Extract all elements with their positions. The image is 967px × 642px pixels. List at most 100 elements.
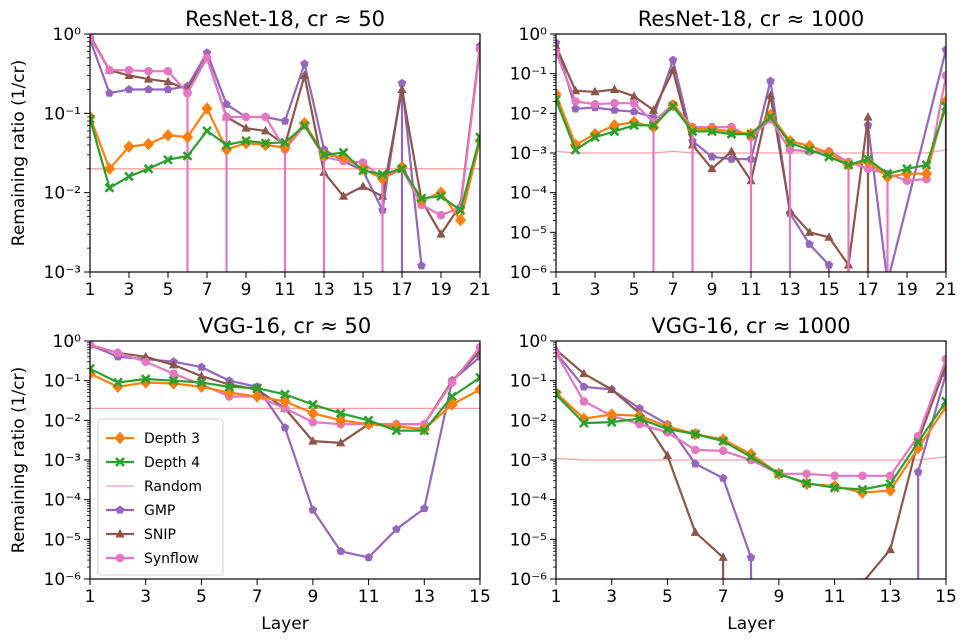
marker-synflow <box>163 66 173 76</box>
marker-depth-4 <box>941 101 946 112</box>
marker-depth-4-stroke-a <box>475 132 480 140</box>
legend-marker-gmp <box>115 505 125 514</box>
marker-depth-4-stroke-b <box>648 120 659 131</box>
legend-item-random: Random <box>106 479 202 495</box>
marker-depth-4-stroke-b <box>436 191 446 202</box>
series-drop-gmp <box>866 125 888 272</box>
y-tick-label: 10⁻² <box>510 104 547 124</box>
marker-depth-4 <box>335 408 346 419</box>
series-depth-4 <box>556 94 946 179</box>
marker-depth-4-stroke-b <box>941 399 946 407</box>
marker-depth-4 <box>690 429 701 440</box>
marker-snip <box>336 437 346 447</box>
x-tick-label: 7 <box>668 280 679 300</box>
marker-gmp <box>913 467 923 476</box>
marker-depth-4 <box>662 424 673 435</box>
marker-depth-3 <box>606 408 618 421</box>
marker-depth-4-stroke-a <box>556 392 561 400</box>
marker-synflow <box>556 47 561 57</box>
marker-depth-4 <box>260 138 271 149</box>
marker-gmp <box>571 104 580 113</box>
legend-marker-synflow <box>115 553 125 563</box>
legend-item-depth-4: Depth 4 <box>106 455 200 471</box>
x-tick-label: 15 <box>352 280 374 300</box>
y-tick-label: 10⁻¹ <box>510 65 547 85</box>
marker-snip <box>358 181 368 190</box>
marker-depth-4-stroke-b <box>773 468 784 479</box>
marker-synflow <box>785 145 795 155</box>
marker-snip <box>863 112 873 121</box>
panel-2: ResNet-18, cr ≈ 1000 10⁻⁶ 10⁻⁵ 10⁻⁴ 10⁻³ 10⁻²… <box>510 7 957 300</box>
marker-depth-4 <box>224 381 235 392</box>
marker-snip <box>648 105 659 114</box>
marker-depth-4 <box>338 147 349 158</box>
marker-depth-4 <box>913 437 924 448</box>
panel-frame <box>555 33 947 273</box>
marker-depth-4 <box>824 151 834 162</box>
marker-gmp <box>280 423 290 432</box>
marker-depth-4-stroke-b <box>112 377 123 388</box>
plot-area <box>90 34 480 272</box>
marker-depth-4-stroke-b <box>280 137 290 148</box>
marker-snip <box>308 436 318 445</box>
marker-synflow <box>90 34 95 42</box>
marker-depth-4-stroke-b <box>335 408 346 419</box>
marker-synflow <box>475 44 480 54</box>
marker-depth-4 <box>163 154 173 165</box>
marker-depth-4 <box>90 114 95 124</box>
marker-depth-4-stroke-b <box>578 418 589 429</box>
x-tick-label: 1 <box>551 280 562 300</box>
legend-marker-depth-3 <box>114 431 126 445</box>
x-tick-label: 13 <box>313 280 335 300</box>
x-tick-label: 13 <box>779 280 801 300</box>
marker-depth-4-stroke-b <box>196 377 207 388</box>
marker-snip <box>260 125 271 135</box>
marker-depth-4-stroke-b <box>397 163 407 174</box>
legend-marker-depth-4-stroke-b <box>115 457 125 467</box>
marker-depth-4 <box>104 182 115 193</box>
marker-depth-4 <box>746 129 756 139</box>
legend-label: Depth 3 <box>144 431 200 447</box>
legend: Depth 3 Depth 4 Random GMP SNIP Synflow <box>97 418 224 576</box>
marker-synflow <box>941 71 946 80</box>
legend-label: Synflow <box>144 551 199 567</box>
y-tick-label: 10⁻⁵ <box>510 530 547 550</box>
legend-box <box>97 418 224 576</box>
marker-synflow <box>169 369 178 378</box>
marker-snip <box>241 123 251 132</box>
x-tick-label: 13 <box>413 587 435 607</box>
x-tick-label: 15 <box>935 587 957 607</box>
marker-depth-3 <box>446 398 458 411</box>
marker-depth-4-stroke-b <box>885 478 896 489</box>
x-tick-label: 3 <box>124 280 135 300</box>
marker-snip <box>690 527 700 536</box>
marker-depth-4-stroke-b <box>377 169 388 180</box>
marker-synflow <box>902 176 912 186</box>
marker-gmp <box>746 552 756 562</box>
legend-label: SNIP <box>144 527 176 543</box>
panel-frame <box>555 340 947 580</box>
marker-depth-4-stroke-b <box>416 193 427 204</box>
marker-depth-4 <box>590 132 600 143</box>
marker-depth-4-stroke-b <box>718 436 729 446</box>
marker-depth-4 <box>785 137 795 148</box>
marker-depth-3 <box>920 167 933 180</box>
marker-synflow <box>261 112 270 122</box>
marker-depth-4 <box>668 101 678 112</box>
marker-depth-4 <box>90 363 95 374</box>
panel-3: VGG-16, cr ≈ 50 10⁻⁶ 10⁻⁵ 10⁻⁴ 10⁻³ 10⁻² 10⁻¹ 1… <box>9 314 491 634</box>
marker-depth-4 <box>447 391 458 402</box>
marker-synflow <box>590 99 600 109</box>
x-tick-label: 13 <box>879 587 901 607</box>
marker-depth-4-stroke-b <box>726 129 737 139</box>
marker-snip <box>629 91 639 100</box>
marker-depth-4 <box>140 374 151 384</box>
marker-gmp <box>417 261 426 270</box>
marker-snip <box>824 232 834 241</box>
marker-depth-4 <box>829 482 840 493</box>
marker-depth-4 <box>804 144 815 155</box>
x-tick-label: 5 <box>662 587 673 607</box>
marker-depth-4-stroke-b <box>829 482 840 493</box>
marker-synflow <box>571 97 580 106</box>
marker-snip <box>124 70 134 79</box>
